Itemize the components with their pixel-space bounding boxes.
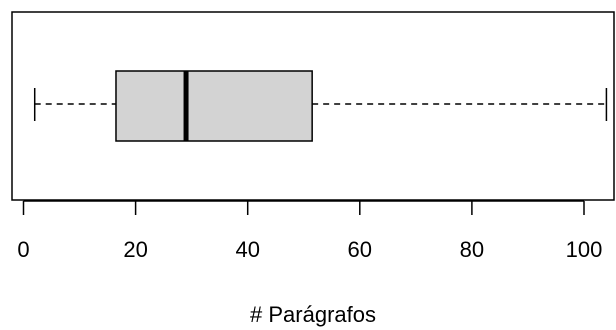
x-axis: 0 20 40 60 80 100 xyxy=(17,200,603,262)
x-tick-label: 100 xyxy=(566,237,603,262)
x-tick-label: 40 xyxy=(235,237,259,262)
x-tick-label: 60 xyxy=(348,237,372,262)
boxplot xyxy=(33,70,608,142)
plot-frame xyxy=(11,11,615,201)
x-tick-label: 20 xyxy=(123,237,147,262)
x-axis-title: # Parágrafos xyxy=(250,302,376,327)
x-tick-label: 80 xyxy=(460,237,484,262)
iqr-box xyxy=(115,70,313,142)
x-tick-label: 0 xyxy=(17,237,29,262)
